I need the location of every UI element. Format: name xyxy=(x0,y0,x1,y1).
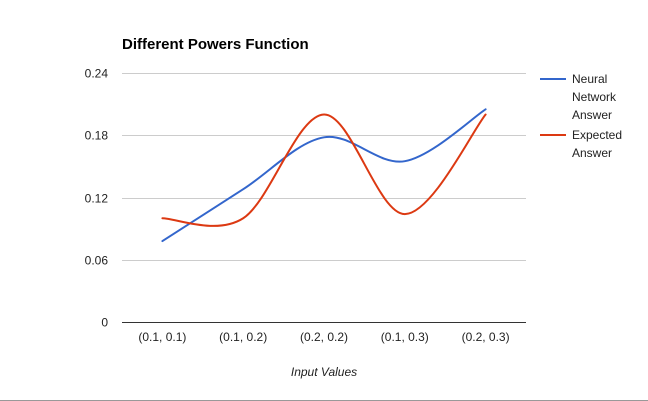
y-tick-label: 0 xyxy=(101,316,108,330)
legend-label: Expected xyxy=(572,128,622,142)
legend-label: Answer xyxy=(572,108,612,122)
x-tick-label: (0.1, 0.3) xyxy=(381,330,429,344)
x-tick-label: (0.2, 0.2) xyxy=(300,330,348,344)
x-axis-ticks: (0.1, 0.1) (0.1, 0.2) (0.2, 0.2) (0.1, 0.3)… xyxy=(138,330,509,344)
legend-label: Neural xyxy=(572,72,607,86)
legend-label: Answer xyxy=(572,146,612,160)
legend-label: Network xyxy=(572,90,617,104)
series-line-1 xyxy=(161,108,487,243)
legend: Neural Network Answer Expected Answer xyxy=(540,72,622,160)
x-tick-label: (0.2, 0.3) xyxy=(462,330,510,344)
series-line-2 xyxy=(161,113,487,227)
y-tick-label: 0.18 xyxy=(85,129,109,143)
series-layer xyxy=(161,108,487,243)
x-axis-label: Input Values xyxy=(291,365,357,379)
x-tick-label: (0.1, 0.2) xyxy=(219,330,267,344)
y-tick-label: 0.06 xyxy=(85,254,109,268)
chart-title: Different Powers Function xyxy=(122,36,309,53)
y-axis-ticks: 0 0.06 0.12 0.18 0.24 xyxy=(85,67,109,330)
y-tick-label: 0.12 xyxy=(85,192,109,206)
grid-layer xyxy=(122,73,526,323)
y-tick-label: 0.24 xyxy=(85,67,109,81)
x-tick-label: (0.1, 0.1) xyxy=(138,330,186,344)
